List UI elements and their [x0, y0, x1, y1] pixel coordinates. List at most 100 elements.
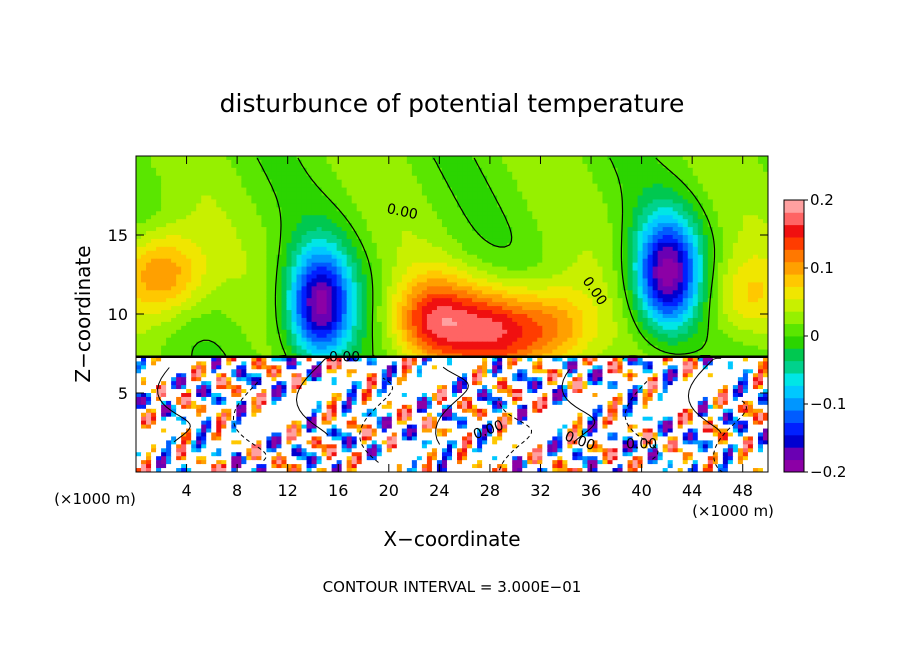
heatmap-cell	[216, 215, 222, 220]
heatmap-cell	[381, 179, 388, 185]
heatmap-cell	[401, 159, 408, 165]
heatmap-cell	[396, 183, 403, 189]
heatmap-cell	[396, 310, 403, 315]
heatmap-cell	[371, 250, 378, 256]
heatmap-cell	[682, 156, 689, 161]
heatmap-cell	[602, 179, 609, 185]
heatmap-cell	[306, 262, 313, 268]
heatmap-cell	[662, 302, 669, 307]
heatmap-cell	[487, 171, 493, 177]
heatmap-cell	[211, 175, 217, 181]
heatmap-cell	[612, 219, 619, 224]
heatmap-cell	[662, 266, 669, 272]
heatmap-cell	[281, 242, 288, 248]
heatmap-cell	[176, 306, 182, 311]
heatmap-cell	[757, 203, 764, 208]
heatmap-cell	[141, 171, 147, 177]
heatmap-cell	[477, 207, 483, 212]
heatmap-cell	[507, 302, 513, 307]
heatmap-cell	[416, 187, 423, 193]
heatmap-cell	[702, 183, 709, 189]
heatmap-cell	[401, 171, 408, 177]
heatmap-cell	[256, 270, 262, 276]
heatmap-cell	[552, 282, 558, 287]
heatmap-cell	[667, 258, 674, 264]
heatmap-cell	[697, 298, 704, 303]
heatmap-cell	[587, 246, 594, 252]
heatmap-cell	[732, 223, 739, 228]
heatmap-cell	[196, 266, 202, 272]
heatmap-cell	[707, 274, 714, 280]
heatmap-cell	[637, 298, 644, 303]
heatmap-cell	[647, 215, 654, 220]
heatmap-cell	[622, 298, 629, 303]
heatmap-cell	[361, 238, 368, 244]
heatmap-cell	[547, 286, 553, 291]
heatmap-cell	[426, 242, 433, 248]
heatmap-cell	[702, 270, 709, 276]
heatmap-cell	[467, 179, 473, 185]
heatmap-cell	[657, 266, 664, 272]
heatmap-cell	[742, 274, 749, 280]
heatmap-cell	[712, 306, 719, 311]
heatmap-cell	[497, 156, 503, 161]
heatmap-cell	[452, 242, 458, 248]
heatmap-cell	[612, 302, 619, 307]
heatmap-cell	[592, 211, 599, 216]
heatmap-cell	[527, 278, 533, 283]
heatmap-cell	[522, 258, 528, 264]
heatmap-cell	[652, 179, 659, 185]
heatmap-cell	[316, 266, 323, 272]
heatmap-cell	[582, 238, 589, 244]
heatmap-cell	[191, 306, 197, 311]
heatmap-cell	[542, 211, 548, 216]
heatmap-cell	[441, 163, 448, 169]
heatmap-cell	[752, 278, 759, 283]
heatmap-cell	[291, 195, 298, 201]
heatmap-cell	[241, 282, 247, 287]
heatmap-cell	[306, 183, 313, 189]
heatmap-cell	[146, 179, 152, 185]
heatmap-cell	[617, 227, 624, 232]
heatmap-cell	[161, 266, 167, 272]
heatmap-cell	[657, 290, 664, 295]
heatmap-cell	[457, 179, 463, 185]
heatmap-cell	[687, 298, 694, 303]
heatmap-cell	[271, 231, 278, 236]
heatmap-cell	[381, 195, 388, 201]
heatmap-cell	[176, 290, 182, 295]
heatmap-cell	[717, 183, 724, 189]
heatmap-cell	[211, 270, 217, 276]
heatmap-cell	[271, 290, 278, 295]
heatmap-cell	[752, 187, 759, 193]
heatmap-cell	[336, 215, 343, 220]
heatmap-cell	[617, 215, 624, 220]
heatmap-cell	[331, 246, 338, 252]
heatmap-cell	[156, 242, 162, 248]
heatmap-cell	[687, 282, 694, 287]
heatmap-cell	[467, 191, 473, 197]
heatmap-cell	[562, 219, 568, 224]
heatmap-cell	[216, 211, 222, 216]
heatmap-cell	[737, 278, 744, 283]
heatmap-cell	[662, 270, 669, 276]
heatmap-cell	[667, 274, 674, 280]
heatmap-cell	[667, 223, 674, 228]
heatmap-cell	[436, 211, 443, 216]
heatmap-cell	[216, 163, 222, 169]
heatmap-cell	[251, 302, 257, 307]
heatmap-cell	[642, 159, 649, 165]
heatmap-cell	[376, 215, 383, 220]
heatmap-cell	[386, 258, 393, 264]
heatmap-cell	[617, 274, 624, 280]
heatmap-cell	[557, 258, 563, 264]
heatmap-cell	[251, 199, 257, 204]
heatmap-cell	[597, 274, 604, 280]
heatmap-cell	[497, 246, 503, 252]
heatmap-cell	[176, 159, 182, 165]
heatmap-cell	[141, 302, 147, 307]
heatmap-cell	[231, 235, 237, 240]
heatmap-cell	[226, 274, 232, 280]
heatmap-cell	[186, 167, 192, 173]
heatmap-cell	[136, 171, 142, 177]
